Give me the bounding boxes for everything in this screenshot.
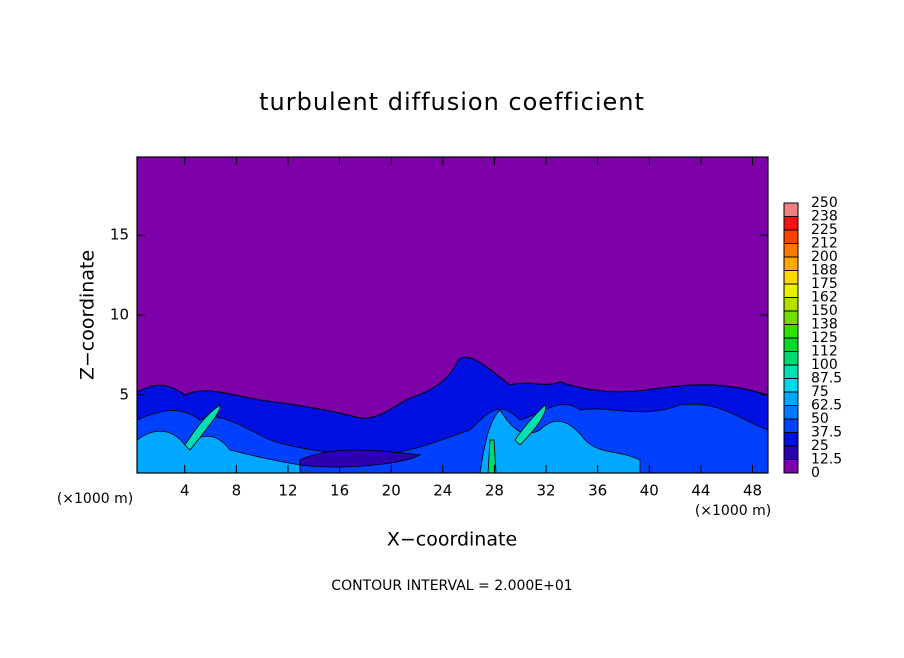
- x-tick-label: 12: [278, 482, 297, 500]
- colorbar-swatch: [784, 459, 798, 473]
- colorbar-label: 125: [811, 330, 838, 346]
- colorbar-label: 200: [811, 249, 838, 265]
- colorbar-label: 62.5: [811, 398, 842, 414]
- colorbar-label: 225: [811, 222, 838, 238]
- colorbar-swatch: [784, 230, 798, 244]
- y-unit-label: (×1000 m): [57, 491, 133, 507]
- x-unit-label: (×1000 m): [695, 503, 771, 519]
- colorbar-label: 25: [811, 438, 829, 454]
- y-tick-label: 5: [119, 385, 129, 403]
- field-region: [514, 404, 547, 446]
- x-tick-label: 20: [382, 482, 401, 500]
- colorbar-swatch: [784, 378, 798, 392]
- colorbar-swatch: [784, 351, 798, 365]
- colorbar-swatch: [784, 257, 798, 271]
- y-tick-label: 15: [110, 226, 129, 244]
- colorbar-swatch: [784, 216, 798, 230]
- colorbar-swatch: [784, 365, 798, 379]
- x-tick-label: 16: [330, 482, 349, 500]
- colorbar-label: 12.5: [811, 452, 842, 468]
- x-tick-label: 48: [743, 482, 762, 500]
- field-region: [184, 404, 221, 451]
- y-tick-label: 10: [110, 306, 129, 324]
- colorbar-label: 250: [811, 195, 838, 211]
- x-tick-label: 40: [640, 482, 659, 500]
- x-tick-label: 28: [485, 482, 504, 500]
- colorbar-swatch: [784, 203, 798, 217]
- footnote: CONTOUR INTERVAL = 2.000E+01: [331, 578, 572, 594]
- colorbar-swatch: [784, 284, 798, 298]
- field-region: [487, 439, 497, 473]
- colorbar-swatch: [784, 243, 798, 257]
- colorbar-swatch: [784, 324, 798, 338]
- field-region: [299, 449, 422, 468]
- colorbar-label: 175: [811, 276, 838, 292]
- chart-title: turbulent diffusion coefficient: [259, 88, 645, 116]
- colorbar-label: 0: [811, 465, 820, 481]
- colorbar-label: 50: [811, 411, 829, 427]
- colorbar-label: 87.5: [811, 371, 842, 387]
- x-tick-label: 4: [180, 482, 190, 500]
- colorbar-label: 162: [811, 290, 838, 306]
- colorbar-swatch: [784, 446, 798, 460]
- colorbar-swatch: [784, 270, 798, 284]
- colorbar-label: 150: [811, 303, 838, 319]
- colorbar-label: 37.5: [811, 425, 842, 441]
- colorbar-label: 138: [811, 317, 838, 333]
- colorbar-label: 188: [811, 263, 838, 279]
- colorbar-swatch: [784, 405, 798, 419]
- field-region: [137, 430, 301, 473]
- colorbar-swatch: [784, 432, 798, 446]
- colorbar-swatch: [784, 419, 798, 433]
- field-region: [479, 409, 641, 473]
- colorbar-swatch: [784, 311, 798, 325]
- y-axis-label: Z−coordinate: [77, 250, 99, 380]
- colorbar-swatch: [784, 338, 798, 352]
- x-tick-label: 36: [588, 482, 607, 500]
- x-tick-label: 44: [691, 482, 710, 500]
- x-tick-label: 8: [232, 482, 242, 500]
- colorbar-label: 112: [811, 344, 838, 360]
- colorbar-label: 238: [811, 209, 838, 225]
- x-tick-label: 24: [433, 482, 452, 500]
- x-axis-label: X−coordinate: [387, 529, 517, 551]
- x-tick-label: 32: [537, 482, 556, 500]
- colorbar-swatch: [784, 297, 798, 311]
- colorbar-label: 212: [811, 236, 838, 252]
- field: [137, 356, 768, 473]
- colorbar-label: 100: [811, 357, 838, 373]
- colorbar-label: 75: [811, 384, 829, 400]
- colorbar-swatch: [784, 392, 798, 406]
